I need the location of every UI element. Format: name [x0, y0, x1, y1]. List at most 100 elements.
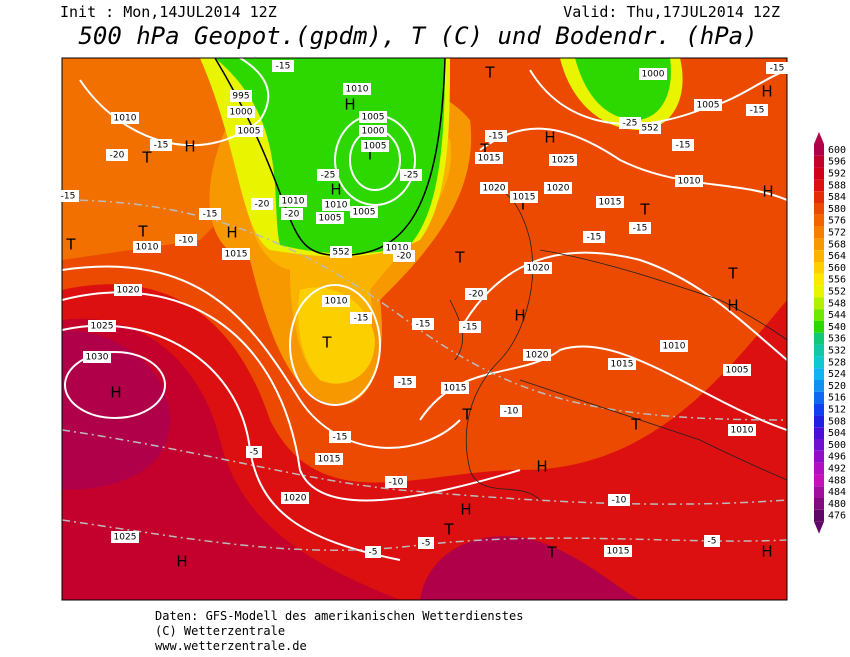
- contour-label: 1020: [483, 184, 506, 194]
- contour-label: -5: [422, 539, 431, 549]
- label-box: [583, 231, 605, 243]
- label-box: [704, 535, 720, 547]
- legend-arrow-top: [814, 132, 824, 144]
- legend-swatch: [814, 262, 824, 274]
- init-time: Init : Mon,14JUL2014 12Z: [60, 3, 277, 21]
- contour-label: 1005: [726, 366, 749, 376]
- label-box: [393, 250, 415, 262]
- legend-label: 532: [828, 346, 846, 357]
- label-box: [350, 312, 372, 324]
- label-box: [251, 198, 273, 210]
- legend-label: 476: [828, 511, 846, 522]
- contour-label: -20: [110, 151, 125, 161]
- legend-swatch: [814, 344, 824, 357]
- legend-label: 516: [828, 393, 846, 404]
- contour-label: 1020: [117, 286, 140, 296]
- contour-label: -5: [250, 448, 259, 458]
- legend-swatch: [814, 427, 824, 439]
- legend-swatch: [814, 321, 824, 333]
- label-box: [175, 234, 197, 246]
- label-box: [88, 320, 116, 332]
- label-box: [660, 340, 688, 352]
- contour-label: 1010: [114, 114, 137, 124]
- contour-label: 1020: [526, 351, 549, 361]
- pressure-center: T: [517, 196, 528, 214]
- legend-label: 528: [828, 357, 846, 368]
- pressure-center: T: [141, 149, 152, 167]
- contour-label: -10: [389, 478, 404, 488]
- legend-label: 544: [828, 310, 846, 321]
- contour-label: -15: [770, 64, 785, 74]
- pressure-center: T: [443, 521, 454, 539]
- label-box: [412, 318, 434, 330]
- label-box: [400, 169, 422, 181]
- contour-label: 1005: [238, 127, 261, 137]
- legend-label: 488: [828, 475, 846, 486]
- label-box: [315, 453, 343, 465]
- legend-label: 496: [828, 452, 846, 463]
- contour-label: 1010: [325, 297, 348, 307]
- label-box: [227, 106, 255, 118]
- pressure-center: H: [330, 181, 341, 199]
- label-box: [465, 288, 487, 300]
- contour-label: 1010: [282, 197, 305, 207]
- contour-label: -15: [587, 233, 602, 243]
- pressure-center: H: [762, 183, 773, 201]
- legend-swatch: [814, 486, 824, 498]
- legend-label: 480: [828, 499, 846, 510]
- contour-label: -15: [750, 106, 765, 116]
- legend-swatch: [814, 380, 824, 392]
- pressure-center: H: [761, 83, 772, 101]
- legend-label: 580: [828, 204, 846, 215]
- map: [61, 57, 788, 601]
- label-box: [246, 446, 262, 458]
- legend-swatch: [814, 250, 824, 262]
- legend-swatch: [814, 439, 824, 451]
- pressure-center: T: [479, 141, 490, 159]
- label-box: [544, 182, 572, 194]
- pressure-center: T: [546, 544, 557, 562]
- contour-label: 1010: [731, 426, 754, 436]
- contour-label: -15: [489, 132, 504, 142]
- contour-label: 1005: [319, 214, 342, 224]
- contour-label: 1025: [552, 156, 575, 166]
- pressure-center: H: [514, 307, 525, 325]
- label-box: [114, 284, 142, 296]
- contour-label: 1015: [444, 384, 467, 394]
- contour-label: 1020: [547, 184, 570, 194]
- contour-label: 1015: [225, 250, 248, 260]
- contour-label: 1000: [362, 127, 385, 137]
- legend-label: 500: [828, 440, 846, 451]
- contour-label: 552: [332, 248, 349, 258]
- contour-label: 1010: [325, 201, 348, 211]
- contour-label: -15: [416, 320, 431, 330]
- label-box: [459, 321, 481, 333]
- legend-swatch: [814, 226, 824, 239]
- label-box: [133, 241, 161, 253]
- label-box: [322, 295, 350, 307]
- label-box: [317, 169, 339, 181]
- legend-swatch: [814, 332, 824, 345]
- pressure-center: T: [454, 249, 465, 267]
- contour-label: 1015: [599, 198, 622, 208]
- legend-label: 572: [828, 228, 846, 239]
- footer-line: Daten: GFS-Modell des amerikanischen Wet…: [155, 609, 523, 623]
- legend: 6005965925885845805765725685645605565525…: [814, 132, 846, 534]
- contour-label: 1015: [478, 154, 501, 164]
- legend-label: 576: [828, 216, 846, 227]
- contour-label: 1010: [678, 177, 701, 187]
- legend-swatch: [814, 155, 824, 168]
- label-box: [510, 191, 538, 203]
- contour-label: 1025: [114, 533, 137, 543]
- legend-label: 512: [828, 405, 846, 416]
- legend-label: 548: [828, 298, 846, 309]
- label-box: [385, 476, 407, 488]
- legend-label: 524: [828, 369, 846, 380]
- pressure-center: H: [544, 129, 555, 147]
- label-box: [441, 382, 469, 394]
- contour-label: -5: [369, 548, 378, 558]
- footer-line: (C) Wetterzentrale: [155, 624, 285, 638]
- label-box: [359, 111, 387, 123]
- legend-label: 584: [828, 192, 846, 203]
- legend-arrow-bottom: [814, 521, 824, 534]
